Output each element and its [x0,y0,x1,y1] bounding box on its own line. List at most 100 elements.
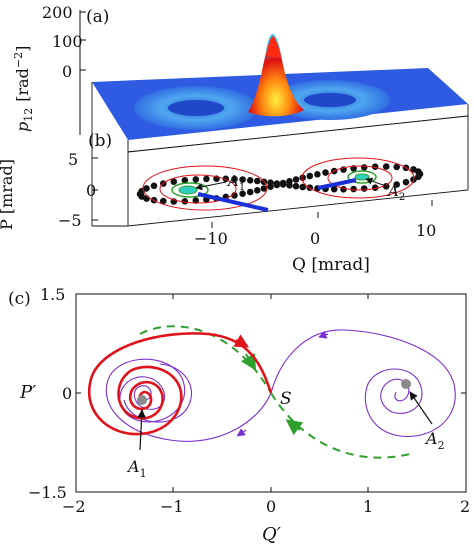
separatrix-dot [267,179,274,186]
a1-arrow-b [195,181,227,191]
saddle-label: S [280,389,292,409]
red-orbit-left-mid [159,174,237,204]
separatrix-dot [279,181,287,188]
separatrix-dot [170,178,178,185]
separatrix-dot [402,178,410,186]
red-manifold [87,332,273,436]
c-y-ticks [76,293,466,493]
panel-c: (c) 1.5 0 −1.5 P′ −2 −1 0 1 2 [8,285,470,545]
b-x-tick-label-10: 10 [416,221,436,240]
green-orbit-right [347,170,377,184]
green-dashed-lower [270,392,411,459]
separatrix-dot [273,180,281,187]
blue-bar-right [317,178,357,190]
z-tick-label-0: 0 [62,62,72,81]
a1-label-c: A1 [126,457,147,480]
c-x-tick-label-m1: −1 [160,497,184,516]
z-axis-label: p12[rad−2] [12,46,35,132]
b-y-tick-label-5: 5 [68,150,78,169]
a2-label-b: A2 [386,182,405,203]
red-orbit-right-outer [301,157,415,199]
b-x-tick-label-m10: −10 [194,229,228,248]
c-x-ticks [75,294,467,492]
separatrix-dot [322,169,329,176]
separatrix-dot [192,197,200,204]
separatrix-dot [371,163,379,170]
separatrix-dot [231,175,238,183]
separatrix-dot [292,176,300,183]
panel-b-label: (b) [88,131,112,151]
panel-a-b: 200 100 0 (a) p12[rad−2] (b) [0,3,469,275]
separatrix-dot [143,185,150,192]
b-y-tick-label-0: 0 [86,181,96,200]
separatrix-dot [260,185,268,192]
panel-a-label: (a) [86,7,109,27]
separatrix-dot [299,183,307,191]
z-tick-label-200: 200 [42,3,73,22]
c-y-tick-label-0: 0 [62,384,72,403]
separatrix-dot [330,185,338,193]
separatrix-dot [150,182,158,190]
separatrix-dots [136,163,424,205]
separatrix-dot [415,173,422,181]
b-x-tick-label-0: 0 [310,229,320,248]
purple-arrow-upper [318,330,329,339]
c-x-tick-label-0: 0 [266,497,276,516]
separatrix-dot [393,181,401,188]
cyan-orbit-left [178,185,198,195]
separatrix-dot [239,176,246,183]
separatrix-dot [231,192,238,199]
red-orbit-right-mid [327,165,393,191]
b-y-axis-label: P [mrad] [0,159,16,230]
separatrix-dot [382,163,390,170]
separatrix-dot [299,174,307,181]
surface-peak-top [266,36,281,58]
separatrix-dot [239,190,246,197]
green-arrow-upper [241,353,257,371]
a1-arrow-c [137,409,146,451]
c-y-tick-label-1.5: 1.5 [40,285,65,304]
b-y-tick-label-m5: −5 [58,211,82,230]
surface-peak [248,34,304,117]
c-x-tick-label-m2: −2 [62,497,86,516]
fixed-point-a1 [137,395,147,405]
separatrix-dot [306,172,314,180]
separatrix-dot [203,175,210,183]
green-arrow-lower [285,419,304,436]
separatrix-dot [360,185,368,192]
separatrix-dot [181,177,189,184]
surface-lobe-right-hole [304,93,356,107]
separatrix-dot [410,166,417,173]
separatrix-dot [382,183,390,190]
red-arrow [233,334,250,348]
c-y-axis-label: P′ [19,382,36,403]
blue-bar-left [197,192,269,212]
z-tick-label-100: 100 [52,32,83,51]
separatrix-dot [350,185,357,193]
fixed-point-a2 [401,379,411,389]
a1-label-b: A1 [226,172,245,193]
a2-arrow-c [409,391,433,425]
separatrix-dot [253,177,261,185]
c-x-tick-label-2: 2 [460,497,470,516]
c-x-axis-label: Q′ [262,524,281,545]
red-orbit-left-outer [142,165,268,211]
separatrix-dot [360,164,368,171]
separatrix-dot [314,171,321,178]
separatrix-dot [181,198,189,205]
a2-label-c: A2 [424,429,445,452]
a2-arrow-b [365,177,387,187]
green-orbit-left [171,182,209,198]
purple-arrow-lower [236,428,247,437]
separatrix-dot [253,187,261,194]
surface-lobe-left-hole [168,100,224,116]
b-x-axis-label: Q [mrad] [292,255,370,275]
separatrix-dot [286,182,293,189]
separatrix-dot [192,176,200,183]
separatrix-dot [246,188,254,196]
c-y-tick-label-m1.5: −1.5 [28,483,67,502]
separatrix-dot [292,182,300,190]
panel-c-label: (c) [8,289,31,309]
separatrix-dot [393,163,401,171]
